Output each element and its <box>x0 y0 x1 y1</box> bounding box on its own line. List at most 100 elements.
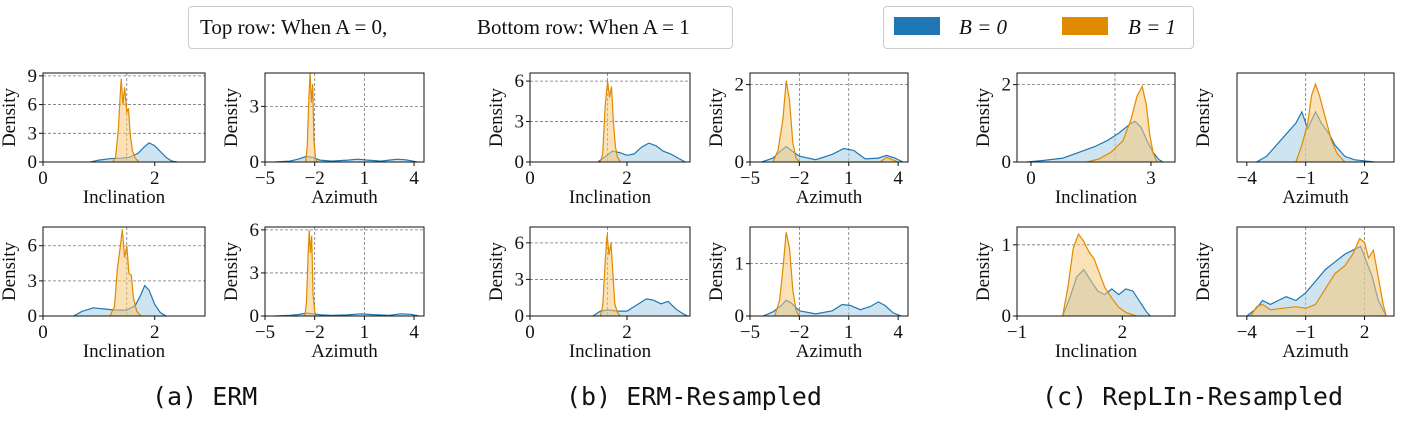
y-axis-label: Density <box>486 241 507 301</box>
y-tick-label: 2 <box>1002 75 1012 96</box>
y-tick-label: 6 <box>250 220 260 241</box>
chart-panel-b-top-inclination: 0 2 0 3 6 Inclination Density <box>486 71 691 208</box>
density-area-b0 <box>90 142 178 162</box>
x-tick-label: −2 <box>305 168 325 189</box>
axes-frame <box>264 72 425 163</box>
density-area-b1 <box>600 81 621 162</box>
density-line-b1 <box>772 80 899 163</box>
axes-frame <box>529 72 691 163</box>
x-axis-label: Azimuth <box>1282 187 1349 208</box>
density-line-b1 <box>1086 84 1158 163</box>
density-area-b1 <box>1295 84 1345 162</box>
density-line-b1 <box>112 78 140 163</box>
y-tick-label: 3 <box>515 112 525 133</box>
x-axis-label: Inclination <box>83 187 166 208</box>
y-tick-label: 6 <box>28 95 38 116</box>
y-tick-label: 6 <box>515 233 525 254</box>
x-tick-label: 2 <box>1360 322 1370 343</box>
chart-panel-a-top-inclination: 0 2 0 3 6 9 Inclination Density <box>0 66 206 208</box>
x-tick-label: 4 <box>893 322 903 343</box>
y-tick-label: 0 <box>1002 306 1012 327</box>
x-tick-label: −4 <box>1237 168 1258 189</box>
density-line-b1 <box>1062 232 1137 317</box>
row-note-top: Top row: When A = 0, <box>200 15 388 39</box>
x-axis-label: Azimuth <box>796 187 863 208</box>
axes-frame <box>264 226 425 317</box>
y-axis-label: Density <box>973 241 994 301</box>
row-note-bottom: Bottom row: When A = 1 <box>477 15 690 39</box>
x-tick-label: 4 <box>893 168 903 189</box>
x-tick-label: 1 <box>844 168 854 189</box>
axes-frame <box>42 72 206 163</box>
x-tick-label: 2 <box>622 168 632 189</box>
y-tick-label: 3 <box>250 96 260 117</box>
x-tick-label: −1 <box>1296 322 1316 343</box>
x-tick-label: 0 <box>525 322 535 343</box>
chart-panel-a-top-azimuth: −5 −2 1 4 0 3 Azimuth Density <box>221 72 425 208</box>
density-area-b1 <box>1250 238 1387 316</box>
chart-panel-b-top-azimuth: −5 −2 1 4 0 2 Azimuth Density <box>706 72 909 208</box>
legend-swatch-b0 <box>894 17 940 35</box>
axes-frame <box>1236 226 1395 317</box>
density-area-b1 <box>304 229 317 316</box>
axes-frame <box>1236 72 1395 163</box>
x-tick-label: 3 <box>1146 168 1156 189</box>
y-axis-label: Density <box>0 87 20 147</box>
x-tick-label: 0 <box>38 168 48 189</box>
y-axis-label: Density <box>1193 87 1214 147</box>
y-axis-label: Density <box>486 87 507 147</box>
density-line-b1 <box>305 72 318 163</box>
density-area-b1 <box>773 80 899 162</box>
x-tick-label: 2 <box>150 168 160 189</box>
x-tick-label: 0 <box>525 168 535 189</box>
y-axis-label: Density <box>0 241 20 301</box>
x-tick-label: 1 <box>844 322 854 343</box>
y-tick-label: 0 <box>735 306 745 327</box>
y-tick-label: 0 <box>250 152 260 173</box>
x-tick-label: 1 <box>360 168 370 189</box>
density-line-b0 <box>274 312 420 317</box>
chart-panel-a-bottom-azimuth: −5 −2 1 4 0 3 6 Azimuth Density <box>221 220 425 362</box>
x-axis-label: Azimuth <box>796 341 863 362</box>
y-tick-label: 6 <box>28 236 38 257</box>
x-tick-label: −2 <box>789 322 809 343</box>
caption-c: (c) RepLIn-Resampled <box>1042 382 1344 411</box>
y-axis-label: Density <box>973 87 994 147</box>
density-line-b1 <box>109 229 142 317</box>
x-tick-label: −1 <box>1007 322 1027 343</box>
y-axis-label: Density <box>221 241 242 301</box>
x-tick-label: −1 <box>1296 168 1316 189</box>
x-tick-label: 0 <box>1026 168 1036 189</box>
chart-panel-b-bottom-inclination: 0 2 0 3 6 Inclination Density <box>486 226 691 362</box>
density-line-b1 <box>774 232 800 317</box>
y-axis-label: Density <box>1193 241 1214 301</box>
chart-panel-c-top-azimuth: −4 −1 2 Azimuth Density <box>1193 72 1395 208</box>
x-tick-label: −2 <box>789 168 809 189</box>
y-tick-label: 0 <box>250 306 260 327</box>
y-tick-label: 1 <box>735 254 745 275</box>
density-line-b1 <box>599 81 621 163</box>
density-area-b1 <box>1062 234 1137 316</box>
y-axis-label: Density <box>221 87 242 147</box>
y-tick-label: 3 <box>28 123 38 144</box>
chart-panel-a-bottom-inclination: 0 2 0 3 6 Inclination Density <box>0 226 206 362</box>
y-tick-label: 0 <box>515 152 525 173</box>
y-axis-label: Density <box>706 241 727 301</box>
y-tick-label: 1 <box>1002 235 1012 256</box>
x-tick-label: −2 <box>305 322 325 343</box>
density-area-b1 <box>1087 86 1157 162</box>
axes-frame <box>749 226 909 317</box>
x-tick-label: 2 <box>622 322 632 343</box>
y-tick-label: 2 <box>735 75 745 96</box>
axes-frame <box>1016 72 1176 163</box>
x-axis-label: Azimuth <box>311 187 378 208</box>
density-area-b0 <box>763 300 902 316</box>
x-axis-label: Inclination <box>1055 341 1138 362</box>
x-tick-label: −4 <box>1237 322 1258 343</box>
axes-frame <box>42 226 206 317</box>
x-tick-label: −5 <box>255 322 275 343</box>
chart-panel-c-top-inclination: 0 3 0 2 Inclination Density <box>973 72 1176 208</box>
x-axis-label: Inclination <box>1055 187 1138 208</box>
